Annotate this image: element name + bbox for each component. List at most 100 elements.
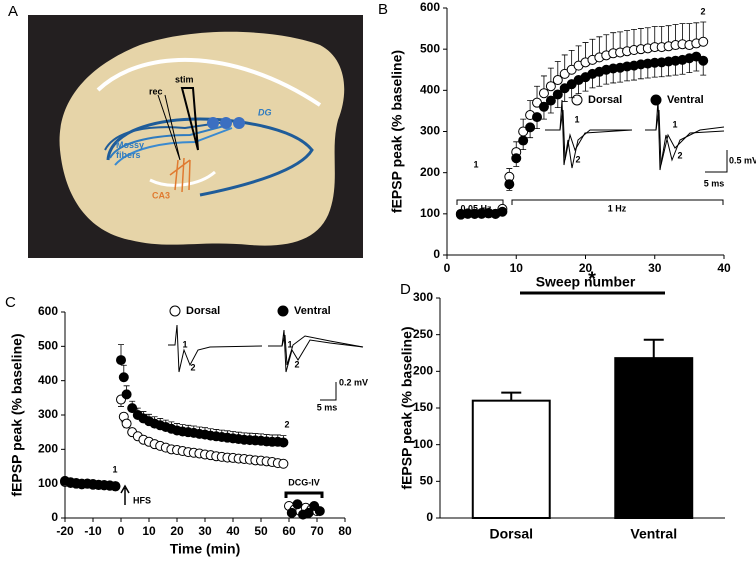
annotation: 2 <box>294 359 299 369</box>
y-tick-label: 400 <box>38 373 58 387</box>
scale-bar <box>705 150 728 173</box>
y-tick-label: 400 <box>420 83 440 97</box>
trace <box>545 109 633 161</box>
x-tick-label: 80 <box>338 524 352 538</box>
y-axis-label: fEPSP peak (% baseline) <box>399 326 415 489</box>
x-tick-label: 10 <box>142 524 156 538</box>
legend-label: Dorsal <box>588 94 622 106</box>
legend-marker <box>650 94 662 106</box>
bracket <box>456 199 724 205</box>
hfs-arrow <box>120 484 130 505</box>
x-tick-label: -20 <box>56 524 74 538</box>
trace <box>645 99 725 171</box>
stim-electrode <box>180 87 199 151</box>
y-tick-label: 100 <box>413 437 433 451</box>
annotation: HFS <box>133 495 151 505</box>
x-tick-label: 20 <box>170 524 184 538</box>
data-point <box>698 55 709 66</box>
y-tick-label: 200 <box>420 165 440 179</box>
data-point <box>518 135 529 146</box>
data-point <box>292 499 303 510</box>
panel-label: D <box>400 281 411 298</box>
annotation: * <box>588 268 596 290</box>
x-tick-label: 0 <box>444 261 451 275</box>
data-point <box>538 101 549 112</box>
annotation: 1 <box>672 119 677 129</box>
diagram-label-box: Mossy fibers <box>116 140 145 160</box>
data-point <box>110 481 121 492</box>
x-tick-label: 30 <box>198 524 212 538</box>
white-matter <box>96 57 322 107</box>
y-tick-label: 300 <box>413 290 433 304</box>
data-point <box>545 95 556 106</box>
y-tick-label: 500 <box>420 41 440 55</box>
x-tick-label: 50 <box>254 524 268 538</box>
x-tick-label: 20 <box>579 261 593 275</box>
x-tick-label: Dorsal <box>489 526 533 542</box>
data-point <box>278 437 289 448</box>
trace <box>268 334 364 366</box>
x-tick-label: 40 <box>717 261 731 275</box>
x-tick-label: 60 <box>282 524 296 538</box>
annotation: 2 <box>677 150 682 160</box>
x-tick-label: 10 <box>510 261 524 275</box>
data-point <box>532 112 543 123</box>
trace <box>545 99 632 169</box>
x-tick-label: 30 <box>648 261 662 275</box>
data-point <box>538 88 549 99</box>
legend-label: Dorsal <box>186 305 220 317</box>
y-tick-label: 100 <box>38 476 58 490</box>
data-point <box>525 122 536 133</box>
annotation: 0.5 mV <box>729 155 756 165</box>
legend-label: Ventral <box>294 305 331 317</box>
diagram-text: rec <box>149 86 163 96</box>
data-point <box>552 75 563 86</box>
y-tick-label: 0 <box>433 247 440 261</box>
annotation: 1 Hz <box>608 203 627 213</box>
x-tick-label: 40 <box>226 524 240 538</box>
data-point <box>118 372 129 383</box>
y-axis-label: fEPSP peak (% baseline) <box>9 333 25 496</box>
x-tick-label: 70 <box>310 524 324 538</box>
mossy-fiber <box>114 127 233 166</box>
panel-label: A <box>8 3 18 20</box>
mossy-fiber <box>104 121 226 151</box>
rec-electrode <box>157 94 181 161</box>
data-point <box>127 403 138 414</box>
granule-cell <box>233 117 245 129</box>
y-tick-label: 200 <box>38 442 58 456</box>
y-tick-label: 150 <box>413 400 433 414</box>
y-tick-label: 300 <box>420 124 440 138</box>
annotation: 2 <box>284 419 289 429</box>
data-point <box>511 153 522 164</box>
granule-cell <box>207 117 219 129</box>
diagram-text: DG <box>258 107 272 117</box>
mossy-fiber <box>109 124 229 159</box>
trace <box>268 329 364 373</box>
ca3-neuron <box>169 157 191 193</box>
y-tick-label: 0 <box>51 510 58 524</box>
data-point <box>314 506 325 517</box>
data-point <box>116 355 126 366</box>
trace <box>645 109 725 166</box>
annotation: 1 <box>574 114 579 124</box>
data-point <box>121 389 132 400</box>
panel-a: rec stim DG Mossy fibers CA3 A <box>8 3 363 258</box>
x-tick-label: Ventral <box>630 526 677 542</box>
y-axis-label: fEPSP peak (% baseline) <box>389 50 405 213</box>
y-tick-label: 600 <box>420 0 440 14</box>
diagram-text: CA3 <box>152 190 170 200</box>
data-point <box>552 89 563 100</box>
panel-label: B <box>378 1 388 18</box>
error-bar <box>501 391 522 401</box>
annotation: 5 ms <box>317 402 338 412</box>
data-point <box>286 507 297 518</box>
scale-bar <box>320 382 337 401</box>
data-point <box>504 179 515 190</box>
y-tick-label: 600 <box>38 304 58 318</box>
data-point <box>303 507 314 518</box>
legend-marker <box>169 305 181 317</box>
annotation: DCG-IV <box>288 477 320 487</box>
diagram-text: Mossy fibers <box>116 140 145 160</box>
